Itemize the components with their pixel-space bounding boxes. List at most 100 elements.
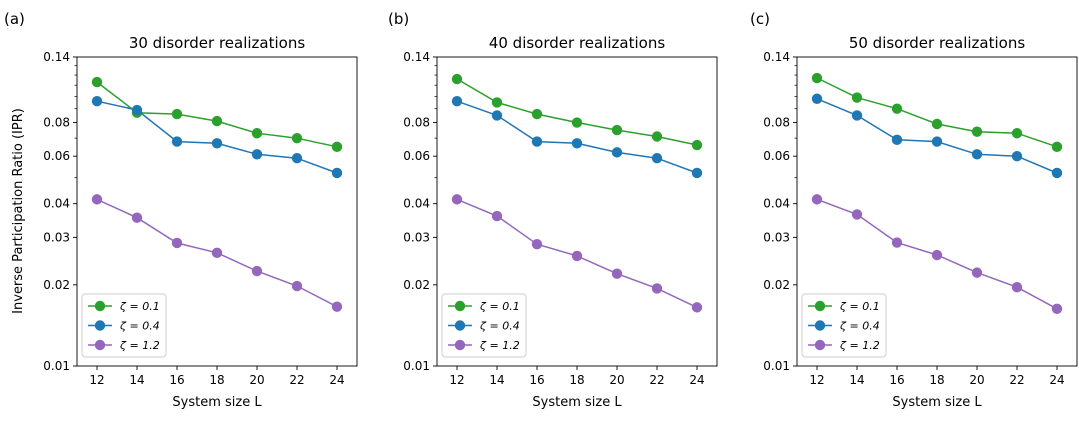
y-tick-label: 0.01 xyxy=(763,359,790,373)
y-tick-label: 0.14 xyxy=(403,50,430,64)
y-tick-label: 0.14 xyxy=(763,50,790,64)
data-point-3 xyxy=(131,212,143,223)
legend-marker xyxy=(94,339,106,351)
x-tick-label: 24 xyxy=(329,373,344,387)
data-point-1 xyxy=(811,72,823,84)
data-point-3 xyxy=(891,237,903,248)
data-point-1 xyxy=(651,131,663,142)
legend-label: ζ = 0.1 xyxy=(479,300,520,313)
y-tick-label: 0.06 xyxy=(763,149,790,163)
x-axis-label: System size L xyxy=(532,395,622,410)
x-tick-label: 16 xyxy=(529,373,544,387)
data-point-1 xyxy=(931,118,943,130)
data-point-2 xyxy=(291,152,303,164)
x-tick-label: 12 xyxy=(809,373,824,387)
x-tick-label: 24 xyxy=(1049,373,1064,387)
data-point-2 xyxy=(451,95,463,107)
legend-marker xyxy=(94,320,106,331)
data-point-3 xyxy=(491,210,503,222)
data-point-3 xyxy=(331,301,343,312)
data-point-2 xyxy=(531,136,543,147)
data-point-1 xyxy=(531,108,543,120)
data-point-3 xyxy=(1051,303,1063,314)
data-point-1 xyxy=(571,117,583,128)
data-point-1 xyxy=(251,128,263,139)
chart-panel-1: (a) 30 disorder realizations 12 14 16 18 20 22 2… xyxy=(4,10,358,410)
data-point-2 xyxy=(491,110,503,121)
x-tick-label: 12 xyxy=(449,373,464,387)
data-point-1 xyxy=(611,124,623,136)
x-tick-label: 14 xyxy=(489,373,504,387)
y-tick-label: 0.02 xyxy=(403,278,430,292)
x-tick-label: 22 xyxy=(1009,373,1024,387)
data-point-2 xyxy=(891,134,903,146)
data-point-3 xyxy=(91,194,103,205)
data-point-1 xyxy=(971,126,983,137)
data-point-2 xyxy=(691,167,703,179)
data-point-2 xyxy=(1011,151,1023,162)
data-point-2 xyxy=(651,152,663,164)
data-point-1 xyxy=(491,97,503,108)
y-tick-label: 0.02 xyxy=(43,278,70,292)
chart-title: 50 disorder realizations xyxy=(849,34,1026,52)
data-point-2 xyxy=(971,149,983,160)
data-point-3 xyxy=(291,280,303,292)
data-point-3 xyxy=(171,237,183,249)
x-tick-label: 16 xyxy=(169,373,184,387)
data-point-3 xyxy=(811,194,823,205)
x-tick-label: 20 xyxy=(609,373,624,387)
data-point-1 xyxy=(1011,128,1023,139)
data-point-3 xyxy=(1011,282,1023,293)
panel-label: (a) xyxy=(4,10,25,28)
data-point-2 xyxy=(571,138,583,149)
data-point-3 xyxy=(211,247,223,258)
data-point-2 xyxy=(331,167,343,179)
chart-title: 30 disorder realizations xyxy=(129,34,306,52)
data-point-3 xyxy=(971,267,983,278)
x-tick-label: 12 xyxy=(89,373,104,387)
data-point-2 xyxy=(91,95,103,107)
legend-label: ζ = 1.2 xyxy=(479,339,520,352)
y-tick-label: 0.02 xyxy=(763,278,790,292)
data-point-1 xyxy=(891,103,903,114)
y-tick-label: 0.08 xyxy=(763,116,790,130)
data-point-2 xyxy=(211,138,223,149)
x-tick-label: 22 xyxy=(289,373,304,387)
legend-label: ζ = 1.2 xyxy=(839,339,880,352)
x-tick-label: 14 xyxy=(129,373,144,387)
y-tick-label: 0.08 xyxy=(403,116,430,130)
data-point-2 xyxy=(1051,167,1063,179)
x-tick-label: 20 xyxy=(969,373,984,387)
data-point-3 xyxy=(651,283,663,294)
legend-label: ζ = 1.2 xyxy=(119,339,160,352)
legend-label: ζ = 0.4 xyxy=(479,320,520,333)
data-point-2 xyxy=(851,110,863,121)
y-tick-label: 0.06 xyxy=(403,149,430,163)
y-tick-label: 0.06 xyxy=(43,149,70,163)
data-point-1 xyxy=(211,115,223,127)
data-point-2 xyxy=(131,104,143,116)
figure-y-axis-label: Inverse Participation Ratio (IPR) xyxy=(11,108,26,314)
x-tick-label: 14 xyxy=(849,373,864,387)
y-tick-label: 0.04 xyxy=(763,197,790,211)
legend-label: ζ = 0.4 xyxy=(839,320,880,333)
x-tick-label: 20 xyxy=(249,373,264,387)
x-tick-label: 18 xyxy=(929,373,944,387)
data-point-1 xyxy=(851,92,863,103)
chart-panel-2: (b) 40 disorder realizations 12 14 16 18 20 22 2… xyxy=(388,10,718,410)
y-tick-label: 0.03 xyxy=(43,230,70,244)
legend-marker xyxy=(454,339,466,351)
legend-label: ζ = 0.4 xyxy=(119,320,160,333)
y-tick-label: 0.03 xyxy=(763,230,790,244)
chart-title: 40 disorder realizations xyxy=(489,34,666,52)
data-point-1 xyxy=(171,108,183,120)
x-tick-label: 22 xyxy=(649,373,664,387)
chart-panel-3: (c) 50 disorder realizations 12 14 16 18 20 22 2… xyxy=(750,10,1078,410)
data-point-3 xyxy=(451,194,463,205)
data-point-2 xyxy=(251,149,263,160)
data-point-1 xyxy=(1051,141,1063,153)
x-tick-label: 18 xyxy=(569,373,584,387)
legend-label: ζ = 0.1 xyxy=(119,300,160,313)
panel-label: (b) xyxy=(388,10,409,28)
